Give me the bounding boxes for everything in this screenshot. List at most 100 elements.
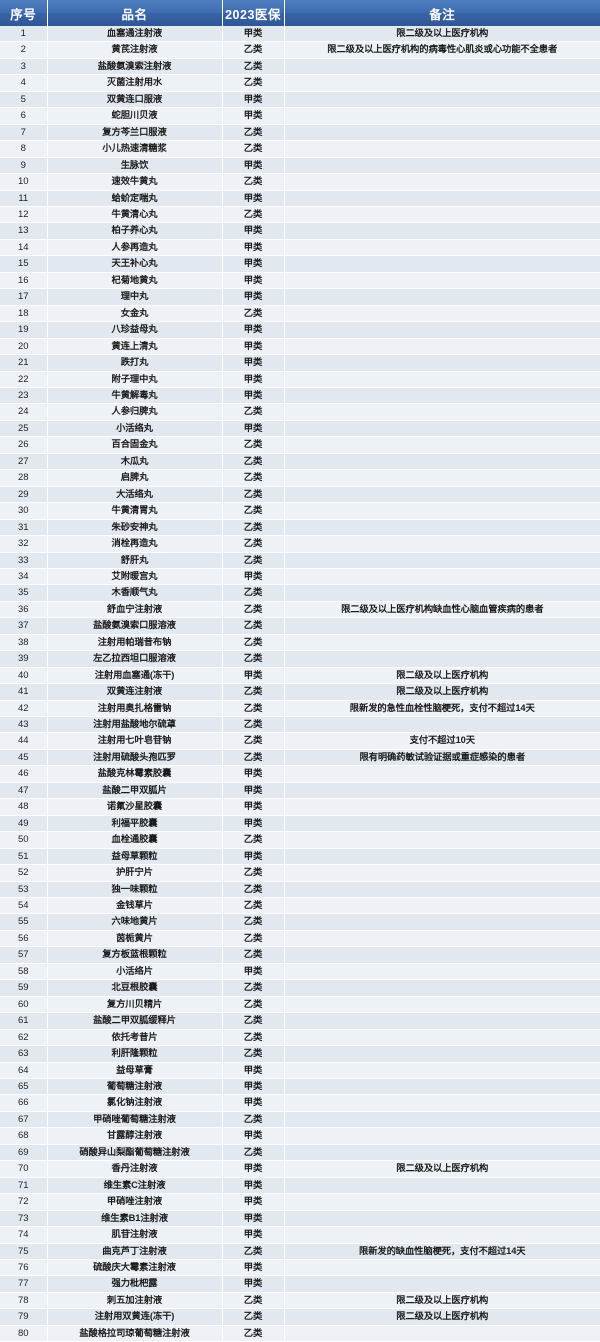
cell-sequence: 70 <box>0 1160 48 1178</box>
cell-insurance-class: 乙类 <box>222 552 285 569</box>
table-row: 42 注射用奥扎格雷钠 乙类 限新发的急性血栓性脑梗死，支付不超过14天 <box>0 700 600 718</box>
cell-sequence: 42 <box>0 700 48 718</box>
cell-drug-name: 杞菊地黄丸 <box>47 272 223 290</box>
cell-remarks <box>284 1177 600 1195</box>
cell-remarks <box>284 913 600 931</box>
cell-sequence: 3 <box>0 58 48 76</box>
table-row: 21 跌打丸 甲类 <box>0 354 600 372</box>
table-row: 2 黄芪注射液 乙类 限二级及以上医疗机构的病毒性心肌炎或心功能不全患者 <box>0 41 600 59</box>
cell-sequence: 9 <box>0 157 48 175</box>
cell-sequence: 66 <box>0 1094 48 1112</box>
cell-remarks <box>284 486 600 504</box>
table-row: 28 启脾丸 乙类 <box>0 469 600 487</box>
table-row: 34 艾附暖宫丸 甲类 <box>0 568 600 586</box>
cell-sequence: 30 <box>0 502 48 520</box>
cell-sequence: 40 <box>0 667 48 685</box>
cell-sequence: 78 <box>0 1292 48 1310</box>
cell-drug-name: 诺氟沙星胶囊 <box>47 798 223 816</box>
cell-insurance-class: 甲类 <box>222 338 285 356</box>
table-row: 67 甲硝唑葡萄糖注射液 乙类 <box>0 1111 600 1129</box>
table-row: 12 牛黄清心丸 乙类 <box>0 206 600 224</box>
cell-sequence: 69 <box>0 1144 48 1162</box>
table-row: 27 木瓜丸 乙类 <box>0 453 600 471</box>
table-row: 78 刺五加注射液 乙类 限二级及以上医疗机构 <box>0 1292 600 1310</box>
cell-drug-name: 生脉饮 <box>47 157 223 175</box>
cell-sequence: 28 <box>0 469 48 487</box>
cell-remarks: 支付不超过10天 <box>284 732 600 750</box>
cell-insurance-class: 甲类 <box>222 1210 285 1228</box>
cell-insurance-class: 甲类 <box>222 107 285 125</box>
cell-insurance-class: 乙类 <box>222 897 285 915</box>
cell-remarks <box>284 848 600 866</box>
table-row: 5 双黄连口服液 甲类 <box>0 91 600 109</box>
cell-insurance-class: 甲类 <box>222 782 285 800</box>
cell-insurance-class: 乙类 <box>222 617 285 635</box>
cell-drug-name: 跌打丸 <box>47 354 223 372</box>
cell-remarks: 限二级及以上医疗机构 <box>284 1308 600 1326</box>
cell-remarks <box>284 469 600 487</box>
cell-insurance-class: 甲类 <box>222 667 285 685</box>
cell-remarks <box>284 996 600 1014</box>
cell-remarks <box>284 272 600 290</box>
cell-sequence: 10 <box>0 173 48 191</box>
cell-sequence: 21 <box>0 354 48 372</box>
table-row: 63 利肝隆颗粒 乙类 <box>0 1045 600 1063</box>
cell-remarks <box>284 1094 600 1112</box>
cell-sequence: 50 <box>0 831 48 849</box>
cell-drug-name: 八珍益母丸 <box>47 321 223 339</box>
cell-drug-name: 盐酸格拉司琼葡萄糖注射液 <box>47 1325 223 1342</box>
cell-remarks <box>284 864 600 882</box>
cell-remarks: 限二级及以上医疗机构 <box>284 667 600 685</box>
cell-drug-name: 甘露醇注射液 <box>47 1127 223 1145</box>
table-row: 71 维生素C注射液 甲类 <box>0 1177 600 1195</box>
cell-sequence: 24 <box>0 403 48 421</box>
cell-insurance-class: 乙类 <box>222 403 285 421</box>
cell-insurance-class: 甲类 <box>222 26 285 43</box>
table-row: 72 甲硝唑注射液 甲类 <box>0 1193 600 1211</box>
cell-remarks: 限二级及以上医疗机构 <box>284 683 600 701</box>
cell-insurance-class: 乙类 <box>222 41 285 59</box>
cell-remarks <box>284 535 600 553</box>
cell-insurance-class: 甲类 <box>222 288 285 306</box>
cell-sequence: 15 <box>0 255 48 273</box>
cell-drug-name: 注射用奥扎格雷钠 <box>47 700 223 718</box>
cell-remarks <box>284 1275 600 1293</box>
cell-insurance-class: 甲类 <box>222 765 285 783</box>
cell-drug-name: 理中丸 <box>47 288 223 306</box>
table-row: 32 消栓再造丸 乙类 <box>0 535 600 553</box>
cell-remarks <box>284 815 600 833</box>
cell-insurance-class: 乙类 <box>222 732 285 750</box>
cell-drug-name: 盐酸二甲双胍缓释片 <box>47 1012 223 1030</box>
cell-remarks <box>284 782 600 800</box>
table-row: 30 牛黄清胃丸 乙类 <box>0 502 600 520</box>
cell-sequence: 77 <box>0 1275 48 1293</box>
cell-sequence: 11 <box>0 190 48 207</box>
cell-remarks: 限二级及以上医疗机构 <box>284 1292 600 1310</box>
cell-remarks <box>284 403 600 421</box>
cell-insurance-class: 乙类 <box>222 881 285 899</box>
cell-sequence: 74 <box>0 1226 48 1244</box>
column-header-sequence: 序号 <box>0 0 48 26</box>
cell-remarks <box>284 58 600 76</box>
cell-insurance-class: 乙类 <box>222 1292 285 1310</box>
cell-sequence: 41 <box>0 683 48 701</box>
table-row: 26 百合固金丸 乙类 <box>0 436 600 454</box>
cell-sequence: 1 <box>0 26 48 43</box>
cell-remarks <box>284 798 600 816</box>
table-row: 38 注射用帕瑞昔布钠 乙类 <box>0 634 600 652</box>
cell-insurance-class: 甲类 <box>222 1193 285 1211</box>
cell-insurance-class: 甲类 <box>222 222 285 240</box>
cell-drug-name: 维生素C注射液 <box>47 1177 223 1195</box>
cell-sequence: 25 <box>0 420 48 438</box>
cell-insurance-class: 甲类 <box>222 321 285 339</box>
table-row: 64 益母草膏 甲类 <box>0 1062 600 1080</box>
table-row: 49 利福平胶囊 甲类 <box>0 815 600 833</box>
cell-insurance-class: 甲类 <box>222 963 285 981</box>
cell-sequence: 5 <box>0 91 48 109</box>
cell-remarks <box>284 321 600 339</box>
cell-sequence: 37 <box>0 617 48 635</box>
table-row: 45 注射用硫酸头孢匹罗 乙类 限有明确药敏试验证据或重症感染的患者 <box>0 749 600 767</box>
cell-insurance-class: 乙类 <box>222 1243 285 1260</box>
cell-remarks <box>284 255 600 273</box>
cell-drug-name: 舒肝丸 <box>47 552 223 569</box>
